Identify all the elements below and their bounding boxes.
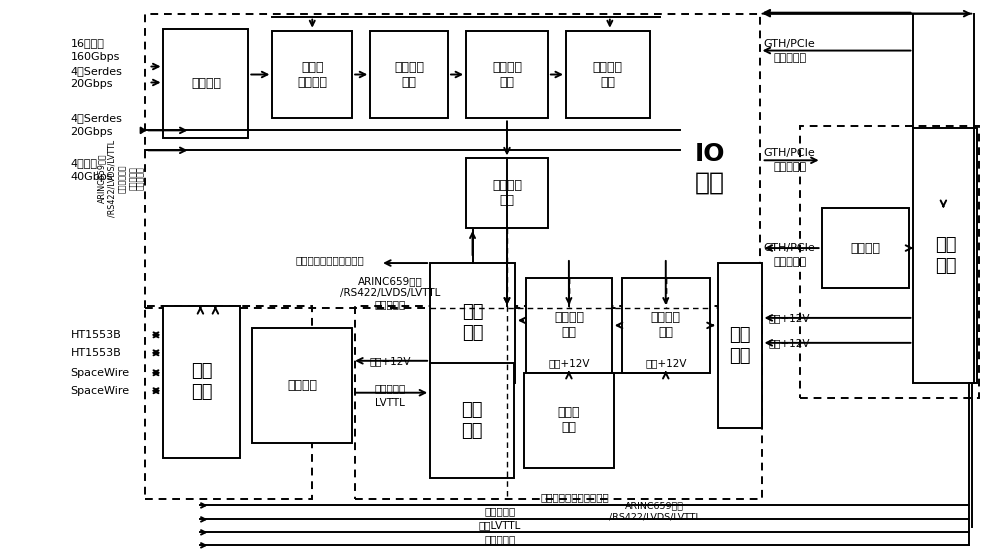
Text: 状态LVTTL: 状态LVTTL xyxy=(479,521,521,531)
Text: LVTTL: LVTTL xyxy=(375,398,405,408)
Bar xyxy=(718,263,762,427)
Bar xyxy=(622,278,710,373)
Text: 目标信息
输出: 目标信息 输出 xyxy=(492,179,522,207)
Text: 电源+12V: 电源+12V xyxy=(769,338,810,348)
Text: 40Gbps: 40Gbps xyxy=(71,172,113,182)
Bar xyxy=(370,31,448,118)
Bar xyxy=(355,306,762,499)
Text: 4路Serdes: 4路Serdes xyxy=(71,65,122,75)
Text: 指令、参数及重构码流等: 指令、参数及重构码流等 xyxy=(541,493,609,502)
Text: HT1553B: HT1553B xyxy=(71,348,121,358)
Bar xyxy=(913,128,977,383)
Text: 可疑目标
检测: 可疑目标 检测 xyxy=(492,60,522,89)
Text: ARINC659总线
/RS422/LVDS/LVTTL
指令、参数及
重构码流等: ARINC659总线 /RS422/LVDS/LVTTL 指令、参数及 重构码流… xyxy=(97,140,138,217)
Text: GTH/PCIe: GTH/PCIe xyxy=(764,243,815,253)
Text: HT1553B: HT1553B xyxy=(71,330,121,340)
Text: SpaceWire: SpaceWire xyxy=(71,386,130,396)
Text: 4路Serdes: 4路Serdes xyxy=(71,113,122,123)
Text: 目标分类
识别: 目标分类 识别 xyxy=(651,311,681,339)
Text: 状态及参数: 状态及参数 xyxy=(136,166,145,190)
Text: 各单元
供电: 各单元 供电 xyxy=(558,406,580,434)
Bar xyxy=(145,306,312,499)
Text: 感兴趣
区域提取: 感兴趣 区域提取 xyxy=(297,60,327,89)
Bar xyxy=(145,13,760,308)
Text: 20Gbps: 20Gbps xyxy=(71,79,113,89)
Text: 16路光口: 16路光口 xyxy=(71,37,104,47)
Text: 电源+12V: 电源+12V xyxy=(548,358,590,368)
Text: GTH/PCIe: GTH/PCIe xyxy=(764,39,815,49)
Text: 目标切片
生成: 目标切片 生成 xyxy=(593,60,623,89)
Bar xyxy=(524,373,614,468)
Text: 160Gbps: 160Gbps xyxy=(71,51,120,61)
Bar xyxy=(252,328,352,442)
Text: 指令、参数及重构码流等: 指令、参数及重构码流等 xyxy=(296,255,365,265)
Text: 千兆以太网: 千兆以太网 xyxy=(773,162,806,172)
Bar xyxy=(163,306,240,458)
Text: 千兆以太网: 千兆以太网 xyxy=(484,535,516,545)
Text: 数据接收: 数据接收 xyxy=(191,77,221,90)
Text: 状态及参数: 状态及参数 xyxy=(375,383,406,393)
Bar xyxy=(466,158,548,228)
Text: 主控
单元: 主控 单元 xyxy=(191,362,213,401)
Text: 系统控制: 系统控制 xyxy=(287,379,317,392)
Bar xyxy=(430,363,514,478)
Text: GTH/PCIe: GTH/PCIe xyxy=(764,148,815,158)
Text: ARINC659总线
/RS422/LVDS/LVTTL: ARINC659总线 /RS422/LVDS/LVTTL xyxy=(609,502,701,521)
Text: 4路光口: 4路光口 xyxy=(71,158,98,169)
Text: 数据交换: 数据交换 xyxy=(850,242,880,254)
Text: 目标信息
存储: 目标信息 存储 xyxy=(554,311,584,339)
Bar xyxy=(430,263,515,383)
Text: 存储
单元: 存储 单元 xyxy=(462,304,483,342)
Text: IO
单元: IO 单元 xyxy=(694,142,725,194)
Text: 状态及参数: 状态及参数 xyxy=(484,507,516,516)
Text: 供电
单元: 供电 单元 xyxy=(461,401,483,440)
Text: 千兆以太网: 千兆以太网 xyxy=(773,257,806,267)
Bar xyxy=(526,278,612,373)
Bar xyxy=(566,31,650,118)
Text: ARINC659总线
/RS422/LVDS/LVTTL
状态及参数: ARINC659总线 /RS422/LVDS/LVTTL 状态及参数 xyxy=(340,276,440,310)
Bar xyxy=(163,28,248,138)
Text: 处理
单元: 处理 单元 xyxy=(729,326,750,365)
Text: 交换
单元: 交换 单元 xyxy=(935,236,956,275)
Text: SpaceWire: SpaceWire xyxy=(71,368,130,378)
Text: 电源+12V: 电源+12V xyxy=(369,356,411,366)
Text: 电源+12V: 电源+12V xyxy=(769,313,810,323)
Bar xyxy=(466,31,548,118)
Text: 20Gbps: 20Gbps xyxy=(71,127,113,137)
Bar xyxy=(272,31,352,118)
Text: 降分辨率
处理: 降分辨率 处理 xyxy=(394,60,424,89)
Text: 电源+12V: 电源+12V xyxy=(645,358,687,368)
Text: 千兆以太网: 千兆以太网 xyxy=(773,52,806,62)
Bar xyxy=(822,208,909,288)
Bar xyxy=(800,126,979,398)
